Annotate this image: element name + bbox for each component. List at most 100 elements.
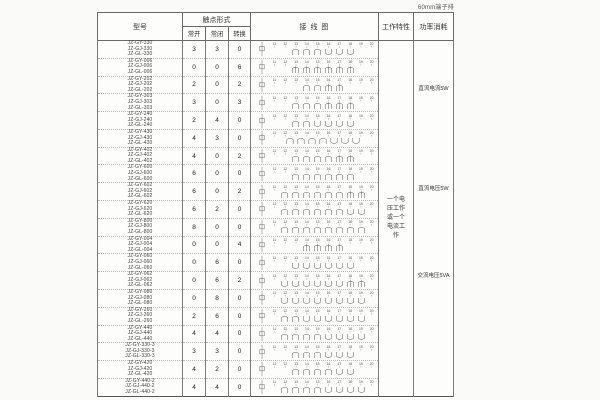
model-name: JZ-GL-006 xyxy=(127,68,153,75)
svg-text:13: 13 xyxy=(294,202,298,206)
wiring-diagram-cell: 11 12 13 14 15 16 17 18 19 20 xyxy=(250,236,379,255)
contact-count-normally-open: 0 xyxy=(182,289,206,308)
model-name: JZ-GL-440 xyxy=(127,335,153,342)
model-name: JZ-GY-303 xyxy=(127,93,153,100)
svg-text:12: 12 xyxy=(283,202,287,206)
svg-text:15: 15 xyxy=(315,345,319,349)
svg-text:14: 14 xyxy=(305,291,309,295)
model-name: JZ-GJ-440-2 xyxy=(125,383,155,390)
svg-text:14: 14 xyxy=(305,202,309,206)
svg-text:17: 17 xyxy=(337,167,341,171)
contact-symbols xyxy=(302,244,343,251)
model-name: JZ-GJ-080 xyxy=(127,294,153,301)
col-header-power-consumption: 功率消耗 xyxy=(413,12,454,41)
power-consumption-label: 直流电流5W xyxy=(418,86,449,92)
terminal-ticks xyxy=(273,206,372,209)
terminal-numbers: 11 12 13 14 15 16 17 18 19 20 xyxy=(272,185,373,189)
table-row: JZ-GY-330-3 JZ-GJ-330-3 JZ-GL-330-3 3 3 … xyxy=(97,343,454,362)
svg-text:18: 18 xyxy=(348,78,352,82)
svg-text:18: 18 xyxy=(348,131,352,135)
svg-text:20: 20 xyxy=(369,380,373,384)
wiring-diagram-cell: 11 12 13 14 15 16 17 18 19 20 xyxy=(250,325,379,344)
svg-text:12: 12 xyxy=(283,42,287,46)
contact-count-normally-closed: 0 xyxy=(205,76,229,95)
model-name: JZ-GY-260 xyxy=(127,306,153,313)
svg-text:16: 16 xyxy=(326,362,330,366)
svg-text:18: 18 xyxy=(348,256,352,260)
contact-symbols xyxy=(291,351,354,358)
model-name: JZ-GY-800 xyxy=(127,217,153,224)
coil-symbol xyxy=(259,202,264,217)
svg-text:13: 13 xyxy=(294,362,298,366)
svg-text:11: 11 xyxy=(272,96,276,100)
svg-text:14: 14 xyxy=(305,274,309,278)
contact-count-normally-closed: 3 xyxy=(205,40,229,59)
model-name: JZ-GL-430 xyxy=(127,140,153,147)
svg-text:19: 19 xyxy=(359,96,363,100)
svg-text:19: 19 xyxy=(359,167,363,171)
svg-text:18: 18 xyxy=(348,362,352,366)
svg-text:17: 17 xyxy=(337,96,341,100)
contact-symbols xyxy=(291,173,354,180)
svg-text:20: 20 xyxy=(369,185,373,189)
svg-text:20: 20 xyxy=(369,149,373,153)
svg-text:12: 12 xyxy=(283,345,287,349)
svg-text:15: 15 xyxy=(315,96,319,100)
terminal-ticks xyxy=(273,295,372,297)
model-cell: JZ-GY-080 JZ-GJ-080 JZ-GL-080 xyxy=(97,289,183,308)
contact-count-normally-closed: 3 xyxy=(205,129,229,148)
wiring-diagram: 11 12 13 14 15 16 17 18 19 20 xyxy=(259,95,373,110)
svg-text:19: 19 xyxy=(359,185,363,189)
contact-count-changeover: 0 xyxy=(228,164,251,184)
svg-text:18: 18 xyxy=(348,96,352,100)
svg-text:14: 14 xyxy=(305,42,309,46)
svg-text:15: 15 xyxy=(315,167,319,171)
terminal-numbers: 11 12 13 14 15 16 17 18 19 20 xyxy=(272,274,373,278)
svg-text:18: 18 xyxy=(348,60,352,64)
model-name: JZ-GL-060 xyxy=(127,264,153,271)
working-characteristics-cell: 一个电压工作或一个电流工作 xyxy=(378,40,414,397)
svg-text:13: 13 xyxy=(294,345,298,349)
contact-count-normally-open: 6 xyxy=(182,200,206,219)
svg-text:18: 18 xyxy=(348,380,352,384)
svg-text:11: 11 xyxy=(272,327,276,331)
svg-text:13: 13 xyxy=(294,256,298,260)
contact-count-normally-open: 3 xyxy=(182,40,206,59)
svg-text:20: 20 xyxy=(369,362,373,366)
contact-count-normally-closed: 0 xyxy=(205,93,229,113)
svg-text:14: 14 xyxy=(305,114,309,118)
terminal-ticks xyxy=(273,277,372,280)
contact-count-normally-open: 4 xyxy=(182,325,206,344)
svg-text:17: 17 xyxy=(337,42,341,46)
wiring-diagram-cell: 11 12 13 14 15 16 17 18 19 20 xyxy=(250,218,379,237)
svg-text:15: 15 xyxy=(315,149,319,153)
wiring-diagram: 11 12 13 14 15 16 17 18 19 20 xyxy=(259,166,373,182)
svg-text:16: 16 xyxy=(326,202,330,206)
svg-text:15: 15 xyxy=(315,220,319,224)
svg-text:20: 20 xyxy=(369,60,373,64)
svg-text:17: 17 xyxy=(337,131,341,135)
contact-symbols xyxy=(291,49,354,56)
svg-text:11: 11 xyxy=(272,78,276,82)
svg-text:20: 20 xyxy=(369,96,373,100)
wiring-diagram: 11 12 13 14 15 16 17 18 19 20 xyxy=(259,291,373,306)
svg-text:20: 20 xyxy=(369,274,373,278)
svg-text:20: 20 xyxy=(369,291,373,295)
model-name: JZ-GL-440-2 xyxy=(125,389,155,396)
svg-text:16: 16 xyxy=(326,220,330,224)
svg-text:12: 12 xyxy=(283,238,287,242)
svg-text:11: 11 xyxy=(272,309,276,313)
model-name: JZ-GJ-800 xyxy=(127,223,153,230)
svg-text:12: 12 xyxy=(283,149,287,153)
svg-text:11: 11 xyxy=(272,149,276,153)
contact-symbols xyxy=(280,190,365,198)
model-name: JZ-GJ-602 xyxy=(127,187,153,194)
model-name: JZ-GJ-004 xyxy=(127,241,153,248)
svg-text:19: 19 xyxy=(359,291,363,295)
table-row: JZ-GY-080 JZ-GJ-080 JZ-GL-080 0 8 0 11 12… xyxy=(97,289,454,308)
table-row: JZ-GY-330 JZ-GJ-330 JZ-GL-330 3 3 0 11 12… xyxy=(97,40,454,397)
svg-text:18: 18 xyxy=(348,291,352,295)
svg-text:18: 18 xyxy=(348,42,352,46)
table-row: JZ-GY-402 JZ-GJ-402 JZ-GL-402 4 0 2 11 12… xyxy=(97,147,454,166)
coil-symbol xyxy=(259,148,264,164)
